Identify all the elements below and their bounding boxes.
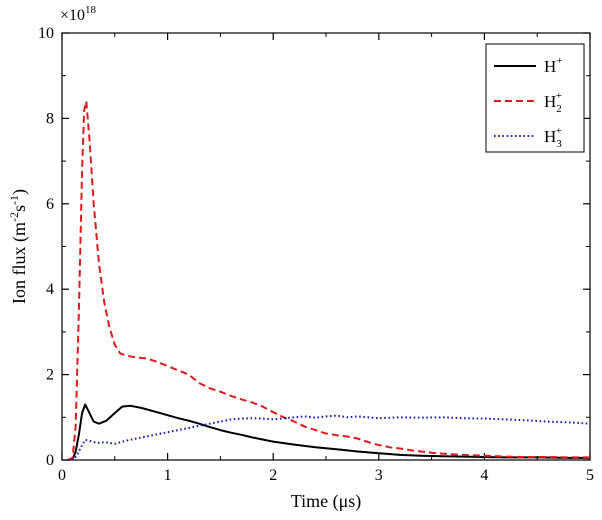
x-tick-label: 0 <box>58 467 66 484</box>
x-tick-label: 3 <box>375 467 383 484</box>
series-line-3 <box>67 414 591 461</box>
legend-label-1: H+ <box>544 55 563 76</box>
y-axis-label: Ion flux (m-2s-1) <box>7 189 30 304</box>
x-tick-label: 1 <box>164 467 172 484</box>
x-tick-label: 2 <box>269 467 277 484</box>
legend-label-3: H3+ <box>544 125 562 150</box>
y-tick-label: 4 <box>46 281 54 298</box>
y-multiplier-label: ×1018 <box>60 4 97 24</box>
y-tick-label: 6 <box>46 196 54 213</box>
series-line-2 <box>66 100 590 461</box>
legend-box <box>485 43 585 153</box>
plot-area: 0 1 2 3 4 5 0 2 4 6 8 10 ×1018 Time (μs) Ion flux (m-2… <box>7 4 594 512</box>
series-line-1 <box>67 403 590 461</box>
x-tick-label: 5 <box>586 467 594 484</box>
y-tick-label: 10 <box>38 25 54 42</box>
x-tick-label: 4 <box>480 467 488 484</box>
y-tick-label: 0 <box>46 452 54 469</box>
y-tick-label: 2 <box>46 367 54 384</box>
legend-label-2: H2+ <box>544 90 562 115</box>
x-axis-label: Time (μs) <box>291 491 362 512</box>
y-tick-label: 8 <box>46 110 54 127</box>
